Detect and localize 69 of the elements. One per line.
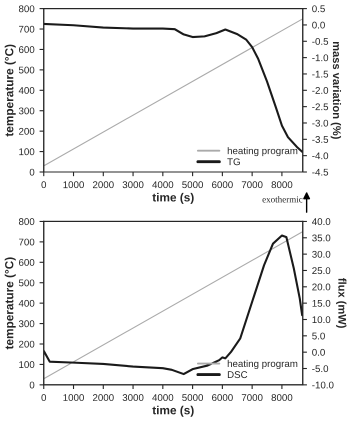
- y2-tick-label: 35.0: [312, 234, 330, 242]
- y-tick-label: 500: [18, 66, 34, 74]
- y-tick-label: 300: [18, 107, 34, 114]
- x-tick-label: 5000: [182, 181, 204, 188]
- y2-tick-label: -2.0: [312, 87, 328, 94]
- x-axis-title: time (s): [152, 192, 194, 204]
- y-tick-label: 600: [18, 259, 34, 266]
- text: exothermic: [262, 196, 302, 202]
- x-tick-label: 5000: [182, 394, 204, 402]
- y2-axis-title: flux (mW): [336, 278, 346, 328]
- x-tick-label: 7000: [242, 181, 263, 188]
- legend-label: heating program: [228, 147, 298, 156]
- y2-tick-label: -5.0: [312, 365, 328, 372]
- y2-tick-label: 15.0: [312, 300, 330, 307]
- y2-tick-label: 25.0: [312, 267, 330, 274]
- y-tick-label: 200: [18, 340, 34, 348]
- y2-tick-label: 0.0: [312, 22, 325, 29]
- y-tick-label: 200: [18, 128, 34, 135]
- legend-label: TG: [227, 158, 240, 166]
- y2-tick-label: 10.0: [312, 316, 330, 324]
- y2-tick-label: -2.5: [312, 103, 328, 110]
- y2-tick-label: -1.5: [312, 70, 328, 78]
- y-tick-label: 800: [18, 218, 34, 226]
- y2-tick-label: 40.0: [312, 218, 330, 226]
- y-tick-label: 700: [19, 26, 34, 33]
- x-tick-label: 8000: [272, 394, 292, 402]
- y2-tick-label: 20.0: [312, 284, 330, 290]
- x-tick-label: 3000: [122, 394, 144, 402]
- y-axis-title: temperature (°C): [4, 44, 16, 136]
- y-tick-label: 100: [19, 148, 34, 156]
- y-tick-label: 500: [18, 279, 34, 286]
- y-tick-label: 0: [30, 168, 34, 176]
- legend-label: DSC: [228, 371, 248, 378]
- y-tick-label: 0: [30, 382, 34, 388]
- x-tick-label: 1000: [63, 181, 84, 188]
- y-axis-title: temperature (°C): [4, 257, 16, 350]
- x-tick-label: 7000: [242, 394, 263, 402]
- y2-tick-label: 0.0: [312, 348, 325, 356]
- x-tick-label: 2000: [92, 181, 114, 188]
- x-tick-label: 0: [41, 181, 46, 188]
- y2-tick-label: 0.5: [312, 5, 325, 12]
- y2-tick-label: -0.5: [312, 38, 328, 45]
- y-tick-label: 400: [18, 87, 34, 94]
- x-tick-label: 4000: [152, 394, 174, 402]
- x-axis-title: time (s): [152, 406, 194, 417]
- x-tick-label: 3000: [122, 181, 144, 188]
- x-tick-label: 8000: [272, 181, 292, 188]
- y2-tick-label: -4.0: [312, 152, 328, 160]
- x-tick-label: 6000: [212, 394, 233, 402]
- y2-tick-label: -3.0: [312, 120, 328, 127]
- x-tick-label: 4000: [152, 181, 174, 188]
- y2-tick-label: 30.0: [312, 250, 330, 258]
- x-tick-label: 1000: [63, 394, 84, 402]
- y2-tick-label: -3.5: [312, 136, 328, 143]
- y2-tick-label: -1.0: [312, 54, 328, 62]
- y-tick-label: 100: [19, 361, 34, 368]
- x-tick-label: 6000: [212, 181, 233, 188]
- x-tick-label: 0: [41, 394, 46, 402]
- x-tick-label: 2000: [92, 394, 114, 402]
- legend-label: heating program: [228, 360, 298, 369]
- y2-tick-label: 5.0: [312, 332, 325, 340]
- y-tick-label: 600: [18, 46, 34, 54]
- y-tick-label: 700: [19, 238, 34, 246]
- y-tick-label: 300: [18, 320, 34, 328]
- y-tick-label: 400: [18, 300, 34, 307]
- y2-tick-label: -4.5: [312, 168, 328, 176]
- y-tick-label: 800: [18, 5, 34, 12]
- y2-tick-label: -10.0: [312, 382, 334, 388]
- y2-axis-title: mass variation (%): [330, 42, 342, 139]
